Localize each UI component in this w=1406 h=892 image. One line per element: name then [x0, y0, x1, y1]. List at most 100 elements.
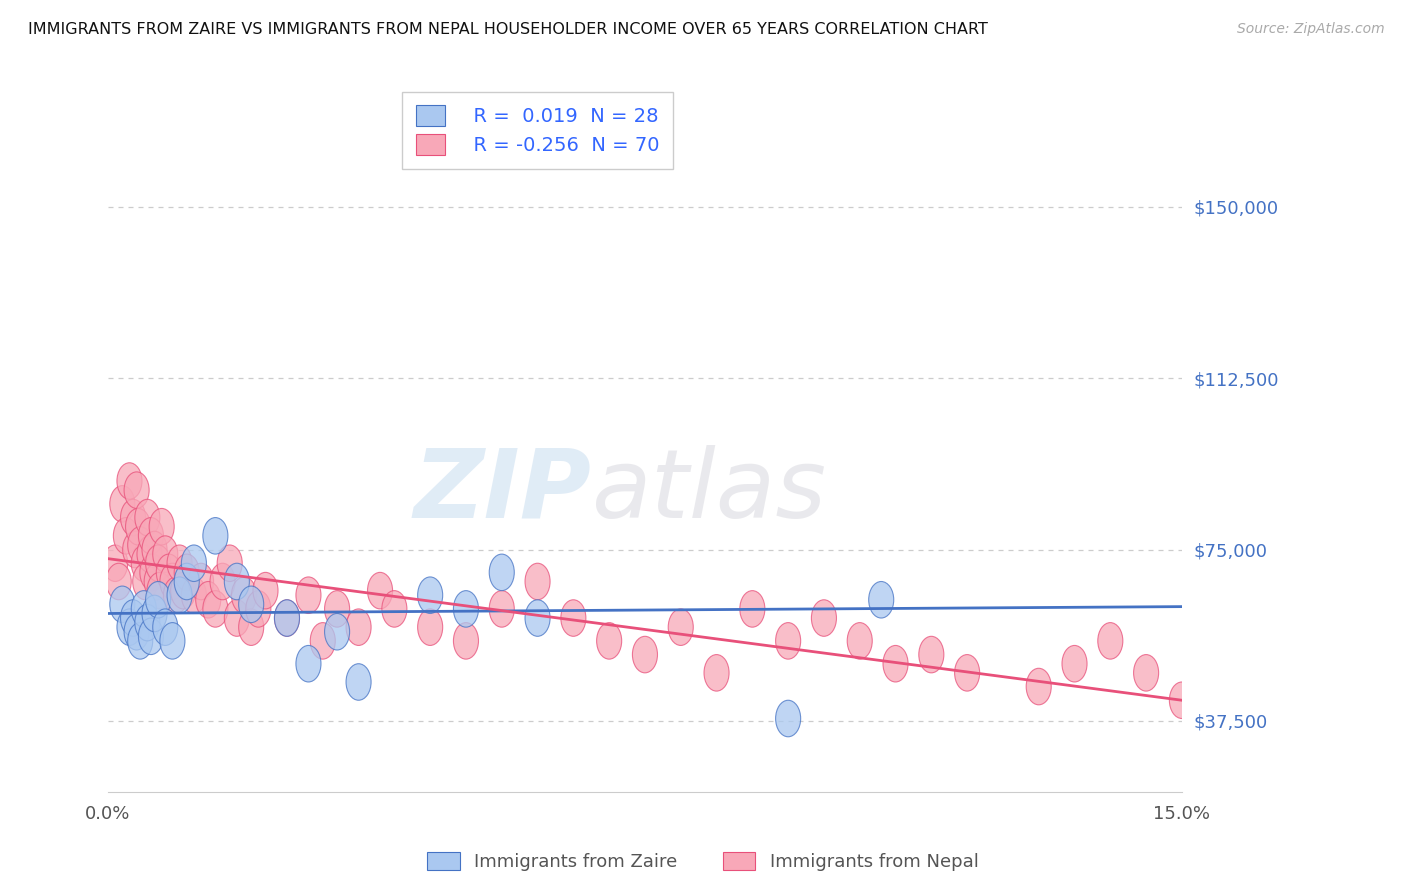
Ellipse shape — [188, 563, 214, 599]
Ellipse shape — [1062, 646, 1087, 682]
Ellipse shape — [131, 545, 156, 582]
Ellipse shape — [138, 517, 163, 554]
Ellipse shape — [174, 554, 200, 591]
Ellipse shape — [103, 545, 128, 582]
Ellipse shape — [1026, 668, 1052, 705]
Ellipse shape — [121, 599, 146, 636]
Ellipse shape — [740, 591, 765, 627]
Ellipse shape — [1098, 623, 1123, 659]
Ellipse shape — [955, 655, 980, 691]
Ellipse shape — [1170, 682, 1195, 719]
Ellipse shape — [138, 618, 163, 655]
Ellipse shape — [367, 573, 392, 609]
Text: ZIP: ZIP — [413, 444, 592, 538]
Ellipse shape — [146, 582, 170, 618]
Ellipse shape — [125, 508, 150, 545]
Ellipse shape — [239, 609, 264, 646]
Ellipse shape — [524, 563, 550, 599]
Ellipse shape — [418, 577, 443, 614]
Ellipse shape — [142, 532, 167, 568]
Ellipse shape — [160, 563, 186, 599]
Ellipse shape — [160, 623, 186, 659]
Legend:   R =  0.019  N = 28,   R = -0.256  N = 70: R = 0.019 N = 28, R = -0.256 N = 70 — [402, 92, 673, 169]
Ellipse shape — [217, 545, 242, 582]
Ellipse shape — [489, 554, 515, 591]
Ellipse shape — [346, 609, 371, 646]
Ellipse shape — [1133, 655, 1159, 691]
Ellipse shape — [167, 545, 193, 582]
Ellipse shape — [225, 599, 249, 636]
Ellipse shape — [124, 472, 149, 508]
Ellipse shape — [117, 463, 142, 500]
Ellipse shape — [633, 636, 658, 673]
Ellipse shape — [883, 646, 908, 682]
Ellipse shape — [163, 577, 188, 614]
Ellipse shape — [668, 609, 693, 646]
Ellipse shape — [167, 577, 193, 614]
Ellipse shape — [561, 599, 586, 636]
Ellipse shape — [148, 573, 172, 609]
Ellipse shape — [170, 573, 195, 609]
Ellipse shape — [253, 573, 278, 609]
Ellipse shape — [136, 536, 162, 573]
Ellipse shape — [128, 623, 153, 659]
Ellipse shape — [135, 605, 160, 640]
Ellipse shape — [524, 599, 550, 636]
Ellipse shape — [174, 563, 200, 599]
Ellipse shape — [1241, 655, 1265, 691]
Ellipse shape — [274, 599, 299, 636]
Ellipse shape — [124, 614, 149, 650]
Ellipse shape — [225, 563, 249, 599]
Ellipse shape — [776, 700, 800, 737]
Ellipse shape — [869, 582, 894, 618]
Ellipse shape — [453, 623, 478, 659]
Ellipse shape — [110, 586, 135, 623]
Ellipse shape — [131, 591, 156, 627]
Ellipse shape — [325, 614, 350, 650]
Ellipse shape — [274, 599, 299, 636]
Ellipse shape — [202, 591, 228, 627]
Ellipse shape — [122, 532, 148, 568]
Ellipse shape — [195, 582, 221, 618]
Legend: Immigrants from Zaire, Immigrants from Nepal: Immigrants from Zaire, Immigrants from N… — [420, 845, 986, 879]
Ellipse shape — [181, 545, 207, 582]
Ellipse shape — [149, 508, 174, 545]
Ellipse shape — [295, 646, 321, 682]
Ellipse shape — [139, 554, 165, 591]
Ellipse shape — [325, 591, 350, 627]
Ellipse shape — [489, 591, 515, 627]
Ellipse shape — [418, 609, 443, 646]
Ellipse shape — [776, 623, 800, 659]
Ellipse shape — [239, 586, 264, 623]
Ellipse shape — [596, 623, 621, 659]
Ellipse shape — [295, 577, 321, 614]
Ellipse shape — [145, 563, 169, 599]
Ellipse shape — [107, 563, 131, 599]
Ellipse shape — [811, 599, 837, 636]
Ellipse shape — [110, 485, 135, 522]
Ellipse shape — [704, 655, 730, 691]
Ellipse shape — [146, 545, 170, 582]
Ellipse shape — [918, 636, 943, 673]
Ellipse shape — [128, 526, 153, 563]
Ellipse shape — [135, 500, 160, 536]
Ellipse shape — [181, 577, 207, 614]
Ellipse shape — [156, 554, 181, 591]
Ellipse shape — [114, 517, 138, 554]
Ellipse shape — [153, 536, 177, 573]
Ellipse shape — [209, 563, 235, 599]
Ellipse shape — [382, 591, 406, 627]
Text: atlas: atlas — [592, 444, 827, 538]
Ellipse shape — [142, 595, 167, 632]
Ellipse shape — [117, 609, 142, 646]
Ellipse shape — [232, 577, 256, 614]
Ellipse shape — [202, 517, 228, 554]
Text: Source: ZipAtlas.com: Source: ZipAtlas.com — [1237, 22, 1385, 37]
Ellipse shape — [346, 664, 371, 700]
Ellipse shape — [246, 591, 271, 627]
Ellipse shape — [311, 623, 335, 659]
Ellipse shape — [848, 623, 872, 659]
Ellipse shape — [453, 591, 478, 627]
Ellipse shape — [153, 609, 177, 646]
Ellipse shape — [1205, 636, 1230, 673]
